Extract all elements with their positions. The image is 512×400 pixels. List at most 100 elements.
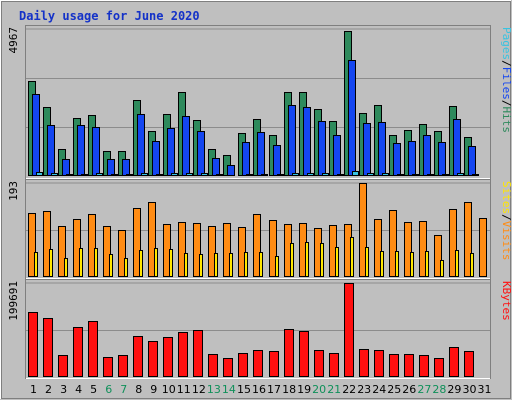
bar-sites-day-20 [320, 243, 324, 277]
bar-pages-day-8 [141, 173, 148, 176]
bar-kbytes-day-8 [133, 336, 143, 377]
bar-files-day-25 [393, 143, 401, 176]
series-pages [36, 171, 479, 176]
bar-kbytes-day-4 [73, 327, 83, 377]
x-tick-label-day-10: 10 [162, 383, 176, 396]
bar-sites-day-17 [275, 256, 279, 277]
bar-pages-day-19 [307, 173, 314, 176]
legend-entry-pages: Pages [500, 27, 512, 60]
bar-files-day-27 [423, 135, 431, 176]
bar-kbytes-day-11 [178, 332, 188, 377]
bar-kbytes-day-12 [193, 330, 203, 377]
bar-files-day-15 [242, 142, 250, 176]
bar-visits-day-25 [389, 210, 397, 277]
bar-pages-day-25 [397, 174, 404, 176]
legend-separator: / [500, 100, 512, 107]
x-tick-label-day-13: 13 [207, 383, 221, 396]
bar-kbytes-day-18 [284, 329, 294, 377]
bar-kbytes-day-26 [404, 354, 414, 377]
bar-pages-day-23 [367, 173, 374, 176]
bar-files-day-26 [408, 141, 416, 176]
bar-files-day-8 [137, 114, 145, 176]
bar-kbytes-day-14 [223, 358, 233, 377]
panel-3: 199691 KBytes [7, 279, 512, 379]
x-tick-label-day-26: 26 [402, 383, 416, 396]
x-tick-label-day-5: 5 [90, 383, 97, 396]
x-tick-label-day-18: 18 [282, 383, 296, 396]
bar-files-day-24 [378, 122, 386, 176]
x-tick-label-day-19: 19 [297, 383, 311, 396]
bar-files-day-21 [333, 135, 341, 176]
x-tick-label-day-8: 8 [135, 383, 142, 396]
legend-separator: / [500, 60, 512, 67]
bar-visits-day-6 [103, 226, 111, 277]
bar-kbytes-day-27 [419, 355, 429, 377]
bar-sites-day-24 [380, 251, 384, 277]
bar-visits-day-17 [269, 220, 277, 277]
bar-visits-day-2 [43, 211, 51, 277]
bar-pages-day-16 [261, 174, 268, 176]
bar-sites-day-2 [49, 249, 53, 277]
bar-sites-day-23 [365, 247, 369, 277]
series-kbytes [28, 283, 474, 377]
bar-kbytes-day-25 [389, 354, 399, 377]
bar-pages-day-17 [277, 174, 284, 176]
bar-visits-day-9 [148, 202, 156, 277]
x-tick-label-day-30: 30 [463, 383, 477, 396]
bar-kbytes-day-16 [253, 350, 263, 377]
legend-entry-hits: Hits [500, 107, 512, 134]
bar-files-day-7 [122, 159, 130, 176]
bar-visits-day-28 [434, 235, 442, 277]
bar-kbytes-day-17 [269, 351, 279, 377]
bar-pages-day-6 [111, 174, 118, 176]
bar-files-day-13 [212, 158, 220, 176]
y-max-label: 199691 [7, 281, 20, 321]
x-tick-label-day-20: 20 [312, 383, 326, 396]
bar-files-day-28 [438, 142, 446, 176]
legend: Pages/Files/Hits [500, 27, 512, 133]
bar-visits-day-23 [359, 183, 367, 277]
x-tick-label-day-27: 27 [417, 383, 431, 396]
x-tick-label-day-15: 15 [237, 383, 251, 396]
bar-files-day-18 [288, 105, 296, 176]
legend-entry-files: Files [500, 67, 512, 100]
bar-visits-day-14 [223, 223, 231, 277]
bar-visits-day-31 [479, 218, 487, 277]
bar-kbytes-day-21 [329, 353, 339, 377]
series-visits [28, 183, 487, 277]
bar-pages-day-27 [427, 174, 434, 176]
bar-kbytes-day-7 [118, 355, 128, 377]
x-tick-label-day-6: 6 [105, 383, 112, 396]
x-tick-label-day-16: 16 [252, 383, 266, 396]
bar-sites-day-1 [34, 252, 38, 277]
y-max-label: 193 [7, 181, 20, 201]
legend-separator: / [500, 214, 512, 221]
bar-pages-day-29 [457, 173, 464, 176]
x-tick-label-day-29: 29 [447, 383, 461, 396]
bar-visits-day-12 [193, 223, 201, 277]
legend: Sites/Visits [500, 181, 512, 261]
bar-kbytes-day-29 [449, 347, 459, 377]
legend-entry-visits: Visits [500, 221, 512, 261]
bar-sites-day-6 [109, 254, 113, 277]
x-tick-label-day-4: 4 [75, 383, 82, 396]
bar-kbytes-day-10 [163, 337, 173, 377]
bar-sites-day-10 [169, 249, 173, 277]
bar-visits-day-13 [208, 226, 216, 277]
bar-pages-day-3 [66, 174, 73, 176]
bar-files-day-11 [182, 116, 190, 176]
bar-pages-day-18 [292, 173, 299, 176]
bar-kbytes-day-6 [103, 357, 113, 377]
bar-kbytes-day-1 [28, 312, 38, 377]
bar-pages-day-4 [81, 174, 88, 176]
x-tick-label-day-22: 22 [342, 383, 356, 396]
bar-sites-day-14 [229, 253, 233, 277]
bar-visits-day-1 [28, 213, 36, 277]
bar-files-day-4 [77, 125, 85, 176]
series-sites [34, 237, 474, 277]
bar-files-day-2 [47, 125, 55, 176]
bar-kbytes-day-22 [344, 283, 354, 377]
bar-sites-day-15 [244, 252, 248, 277]
bar-files-day-6 [107, 159, 115, 176]
